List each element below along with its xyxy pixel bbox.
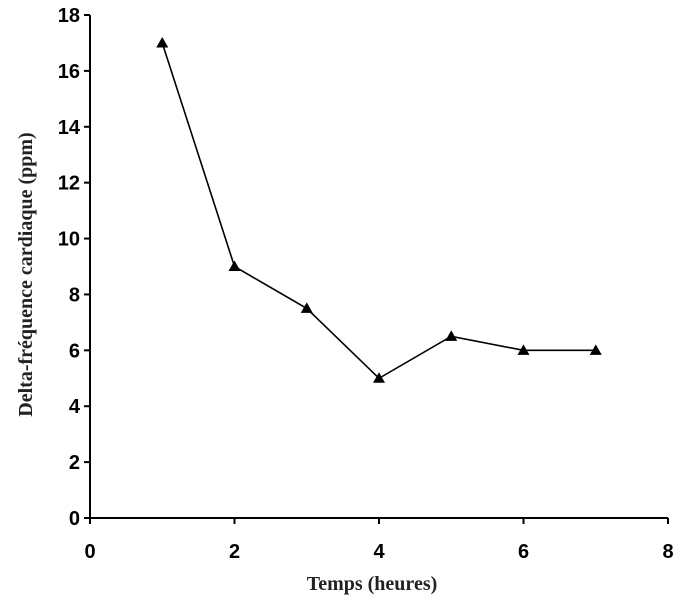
x-axis-ticks: 0 2 4 6 8 [84,518,674,563]
y-tick-label: 4 [69,396,81,418]
y-axis-title: Delta-fréquence cardiaque (ppm) [15,132,37,416]
y-tick-label: 12 [58,173,80,195]
y-tick-label: 18 [58,5,80,27]
data-point-marker [156,36,169,48]
data-point-marker [445,330,458,341]
chart-axes [89,15,668,519]
series-layer [156,36,602,383]
y-tick-label: 6 [69,340,80,362]
x-tick-label: 6 [518,541,529,563]
data-point-marker [228,260,241,271]
data-point-marker [517,344,530,355]
y-tick-label: 16 [58,61,80,83]
y-tick-label: 10 [58,229,80,251]
y-axis-ticks: 0 2 4 6 8 10 12 14 16 18 [58,5,90,530]
data-point-marker [300,302,313,313]
y-tick-label: 14 [58,117,81,139]
x-tick-label: 2 [229,541,240,563]
data-point-marker [373,372,385,383]
x-axis-title: Temps (heures) [307,573,438,595]
data-point-marker [589,344,602,355]
y-tick-label: 0 [69,508,80,530]
x-tick-label: 4 [373,541,385,563]
x-tick-label: 8 [662,541,673,563]
y-tick-label: 2 [69,452,80,474]
y-tick-label: 8 [69,284,80,306]
x-tick-label: 0 [84,541,95,563]
series-line [161,42,596,380]
